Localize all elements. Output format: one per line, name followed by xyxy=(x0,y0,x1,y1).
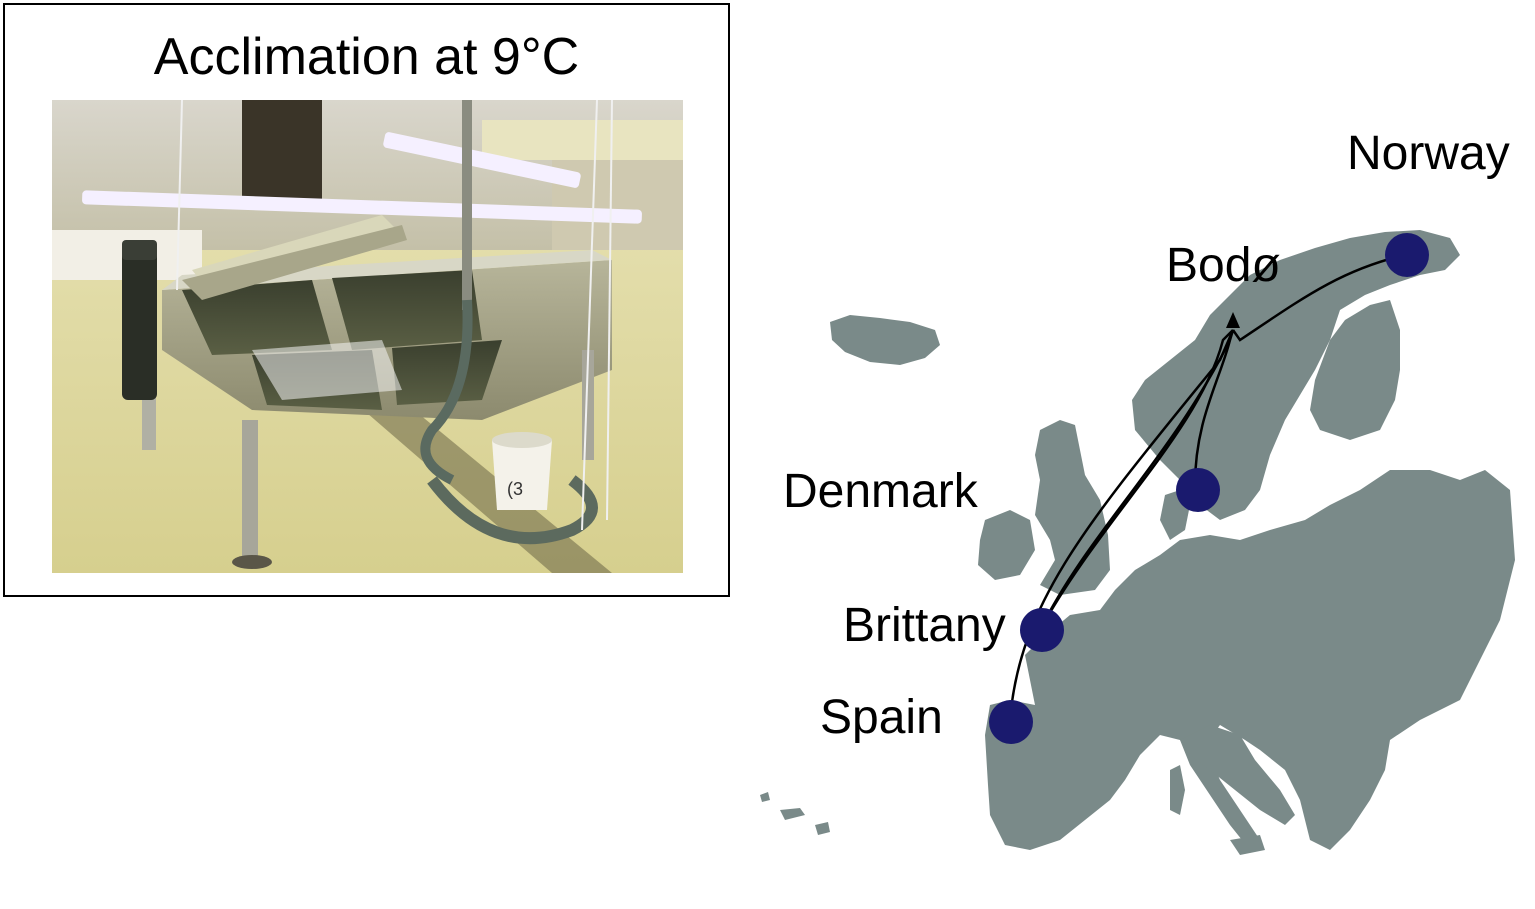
continental-europe-landmass xyxy=(985,470,1515,850)
land-masses xyxy=(760,230,1515,855)
canary-landmass xyxy=(760,792,830,835)
scandinavia-landmass xyxy=(1132,230,1460,520)
corsica-sardinia-landmass xyxy=(1170,765,1185,815)
sicily-landmass xyxy=(1230,835,1265,855)
ireland-landmass xyxy=(978,510,1035,580)
arrowhead xyxy=(1226,312,1240,328)
route-denmark xyxy=(1193,329,1235,486)
great-britain-landmass xyxy=(1035,420,1110,595)
transplant-routes xyxy=(1008,253,1406,721)
europe-map-svg xyxy=(760,230,1515,855)
site-marker-norway xyxy=(1385,233,1429,277)
route-brittany-2 xyxy=(1038,339,1232,631)
europe-map: Norway Bodø Denmark Brittany Spain xyxy=(740,0,1535,904)
balearic-landmass xyxy=(1080,795,1100,810)
photo-panel: Acclimation at 9°C xyxy=(3,3,730,597)
route-norway xyxy=(1231,253,1406,342)
site-marker-spain xyxy=(989,700,1033,744)
svg-text:(3: (3 xyxy=(507,479,523,499)
aquarium-tanks-photo: (3 xyxy=(52,100,683,573)
label-bodo: Bodø xyxy=(1166,239,1281,292)
photo-title: Acclimation at 9°C xyxy=(153,28,580,86)
label-norway: Norway xyxy=(1347,127,1510,180)
finland-landmass xyxy=(1310,300,1400,440)
italy-landmass xyxy=(1180,725,1295,825)
site-markers xyxy=(989,233,1429,744)
site-marker-denmark xyxy=(1176,468,1220,512)
site-marker-brittany xyxy=(1020,608,1064,652)
route-brittany xyxy=(1038,329,1234,631)
label-spain: Spain xyxy=(820,691,943,744)
iceland-landmass xyxy=(830,315,940,365)
label-brittany: Brittany xyxy=(843,599,1006,652)
route-spain xyxy=(1008,329,1235,721)
label-denmark: Denmark xyxy=(783,465,978,518)
